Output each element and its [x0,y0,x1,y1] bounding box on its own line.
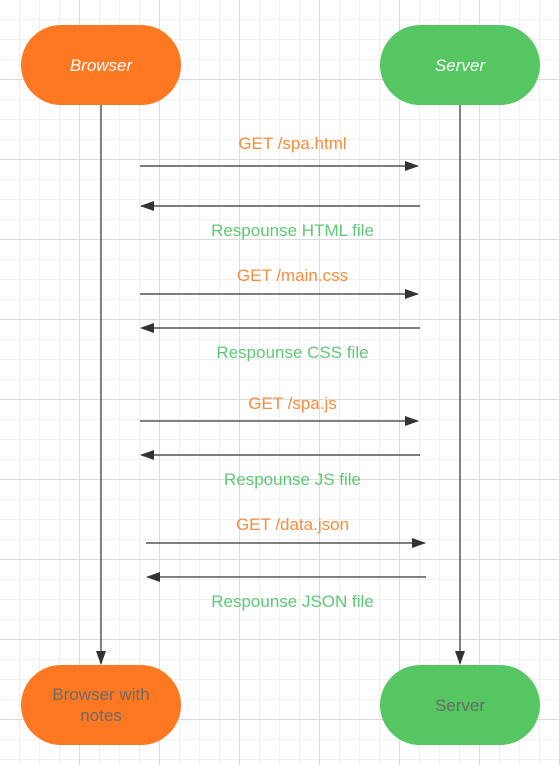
server-node-bottom: Server [380,665,540,745]
message-label-get-main-css: GET /main.css [140,266,445,286]
browser-node-top: Browser [21,25,181,105]
browser-node-top-label: Browser [70,55,132,76]
server-node-bottom-label: Server [435,695,485,716]
browser-node-bottom: Browser with notes [21,665,181,745]
message-label-get-data-json: GET /data.json [140,515,445,535]
message-label-response-html: Respounse HTML file [140,221,445,241]
server-node-top-label: Server [435,55,485,76]
browser-node-bottom-label: Browser with notes [35,684,167,726]
message-label-response-css: Respounse CSS file [140,343,445,363]
server-node-top: Server [380,25,540,105]
message-label-get-spa-html: GET /spa.html [140,134,445,154]
message-label-get-spa-js: GET /spa.js [140,394,445,414]
message-label-response-js: Respounse JS file [140,470,445,490]
message-label-response-json: Respounse JSON file [140,592,445,612]
